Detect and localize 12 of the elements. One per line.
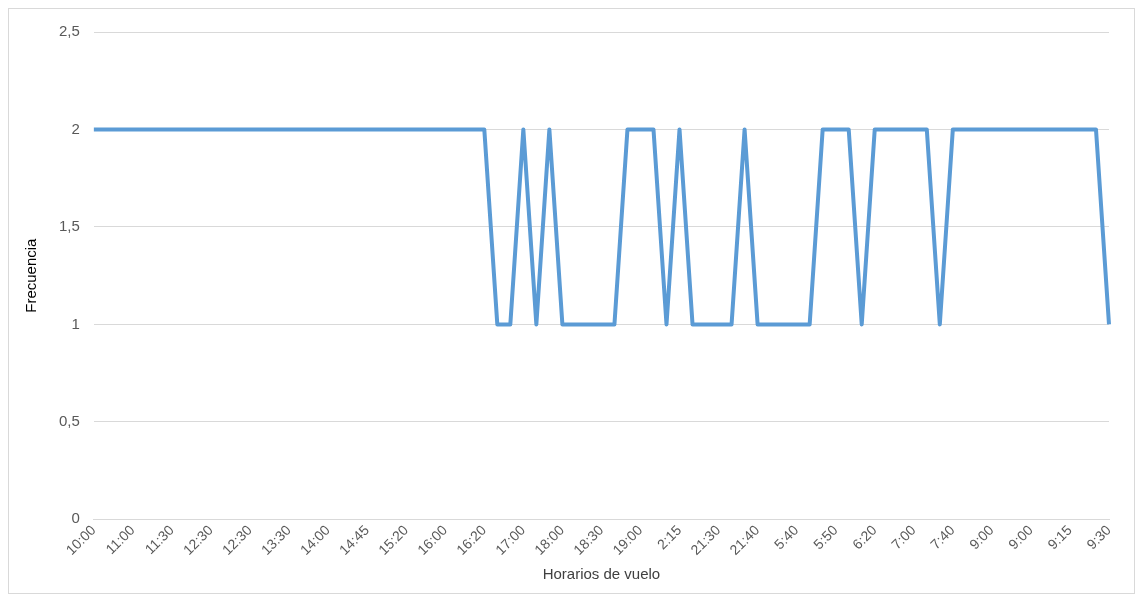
x-tick-label: 9:30 — [1083, 521, 1114, 553]
y-tick-label: 2,5 — [58, 22, 80, 40]
y-axis-title: Frecuencia — [22, 237, 40, 313]
x-tick-label: 7:40 — [927, 521, 958, 553]
x-axis-title: Horarios de vuelo — [542, 565, 661, 583]
x-tick-label: 7:00 — [888, 521, 919, 553]
y-tick-label: 1,5 — [58, 217, 80, 235]
y-tick-label: 0 — [71, 509, 80, 527]
y-tick-label: 2 — [71, 119, 80, 137]
y-tick-label: 0,5 — [58, 412, 80, 430]
x-tick-label: 9:00 — [1005, 521, 1036, 553]
y-tick-label: 1 — [71, 314, 80, 332]
